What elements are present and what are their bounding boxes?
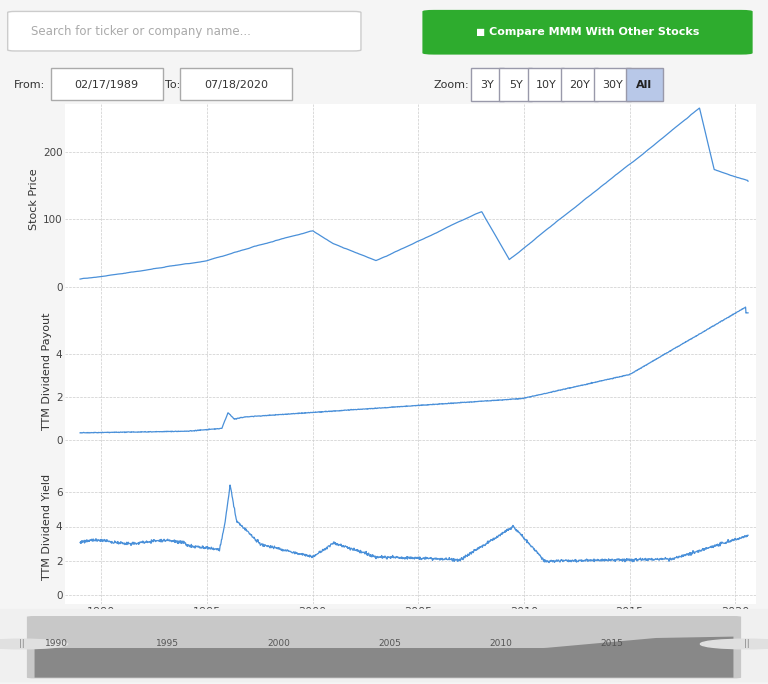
Text: ||: || — [18, 640, 25, 648]
FancyBboxPatch shape — [422, 10, 753, 55]
Y-axis label: TTM Dividend Yield: TTM Dividend Yield — [41, 473, 51, 579]
Text: 5Y: 5Y — [509, 80, 522, 90]
Y-axis label: Stock Price: Stock Price — [28, 168, 38, 230]
FancyBboxPatch shape — [528, 68, 564, 101]
Text: 2010: 2010 — [489, 640, 512, 648]
FancyBboxPatch shape — [0, 609, 768, 683]
Text: 2015: 2015 — [600, 640, 623, 648]
Text: 1990: 1990 — [45, 640, 68, 648]
Text: 10Y: 10Y — [535, 80, 557, 90]
Text: 02/17/1989: 02/17/1989 — [74, 80, 139, 90]
FancyBboxPatch shape — [180, 68, 292, 101]
Circle shape — [0, 640, 68, 649]
Text: ◼ Compare MMM With Other Stocks: ◼ Compare MMM With Other Stocks — [476, 27, 699, 37]
Text: ||: || — [743, 640, 750, 648]
Text: To:: To: — [165, 80, 180, 90]
FancyBboxPatch shape — [594, 68, 631, 101]
Y-axis label: TTM Dividend Payout: TTM Dividend Payout — [41, 313, 51, 430]
Text: 20Y: 20Y — [568, 80, 590, 90]
FancyBboxPatch shape — [27, 616, 741, 679]
FancyBboxPatch shape — [499, 68, 532, 101]
Text: From:: From: — [14, 80, 45, 90]
FancyBboxPatch shape — [471, 68, 504, 101]
FancyBboxPatch shape — [51, 68, 163, 101]
FancyBboxPatch shape — [561, 68, 598, 101]
FancyBboxPatch shape — [626, 68, 663, 101]
Text: 1995: 1995 — [156, 640, 179, 648]
Text: All: All — [637, 80, 652, 90]
Text: 3Y: 3Y — [481, 80, 494, 90]
Text: Search for ticker or company name...: Search for ticker or company name... — [31, 25, 250, 38]
Polygon shape — [35, 637, 733, 678]
Text: 07/18/2020: 07/18/2020 — [204, 80, 268, 90]
Text: 2000: 2000 — [267, 640, 290, 648]
Text: Zoom:: Zoom: — [434, 80, 469, 90]
Circle shape — [700, 640, 768, 649]
Text: 30Y: 30Y — [601, 80, 623, 90]
Text: 2005: 2005 — [378, 640, 401, 648]
FancyBboxPatch shape — [8, 12, 361, 51]
